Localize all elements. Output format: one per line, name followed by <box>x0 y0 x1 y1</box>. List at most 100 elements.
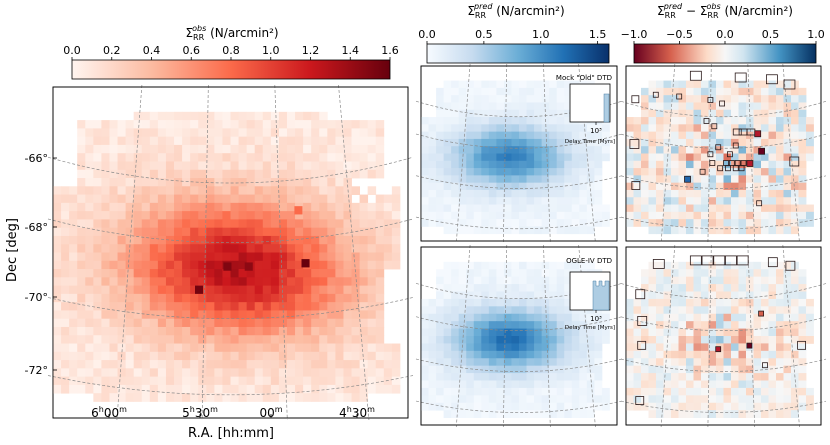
heatmap-cell <box>109 227 118 237</box>
heatmap-cell <box>93 376 102 386</box>
heatmap-cell <box>222 252 231 262</box>
heatmap-cell <box>109 235 118 245</box>
heatmap-cell <box>327 310 336 320</box>
heatmap-cell <box>488 182 497 191</box>
heatmap-cell <box>534 204 543 213</box>
heatmap-cell <box>776 350 784 359</box>
heatmap-cell <box>534 350 543 359</box>
heatmap-cell <box>458 109 467 118</box>
heatmap-cell <box>61 360 70 369</box>
heatmap-cell <box>109 343 118 353</box>
heatmap-cell <box>579 211 588 220</box>
heatmap-cell <box>222 244 231 253</box>
heatmap-cell <box>222 376 231 386</box>
heatmap-cell <box>671 306 679 315</box>
heatmap-cell <box>436 87 445 96</box>
heatmap-cell <box>303 293 312 303</box>
heatmap-cell <box>791 410 799 418</box>
heatmap-cell <box>466 298 475 307</box>
ra-grid-line <box>201 84 209 421</box>
heatmap-cell <box>157 376 167 386</box>
heatmap-cell <box>648 350 657 359</box>
heatmap-cell <box>556 269 565 278</box>
heatmap-cell <box>443 321 452 329</box>
heatmap-cell <box>367 244 377 253</box>
heatmap-cell <box>806 146 814 154</box>
heatmap-cell <box>534 410 543 418</box>
heatmap-cell <box>109 211 118 220</box>
heatmap-cell <box>270 153 280 162</box>
heatmap-cell <box>738 87 747 96</box>
heatmap-cell <box>458 138 467 147</box>
heatmap-cell <box>648 395 657 404</box>
dec-tick-label: -72° <box>25 364 48 377</box>
heatmap-cell <box>783 395 792 404</box>
heatmap-cell <box>375 360 385 369</box>
heatmap-cell <box>564 284 573 292</box>
heatmap-cell <box>295 120 304 129</box>
heatmap-cell <box>141 343 151 353</box>
heatmap-cell <box>174 120 183 129</box>
heatmap-cell <box>214 161 223 171</box>
heatmap-cell <box>738 269 747 278</box>
heatmap-cell <box>117 235 127 245</box>
heatmap-cell <box>391 384 401 394</box>
heatmap-cell <box>556 197 565 205</box>
heatmap-cell <box>716 402 724 411</box>
heatmap-cell <box>359 368 369 378</box>
heatmap-cell <box>125 343 135 353</box>
heatmap-cell <box>451 298 460 307</box>
heatmap-cell <box>488 87 497 96</box>
heatmap-cell <box>375 368 385 378</box>
heatmap-cell <box>351 202 360 212</box>
heatmap-cell <box>466 204 475 213</box>
heatmap-cell <box>746 269 754 278</box>
heatmap-cell <box>701 87 709 96</box>
heatmap-cell <box>791 358 799 367</box>
heatmap-cell <box>791 204 799 213</box>
heatmap-cell <box>496 95 505 103</box>
heatmap-cell <box>693 284 702 292</box>
heatmap-cell <box>254 318 264 328</box>
heatmap-cell <box>93 269 102 278</box>
heatmap-cell <box>738 321 747 329</box>
heatmap-cell <box>701 138 709 147</box>
heatmap-cell <box>53 219 62 229</box>
heatmap-cell <box>198 384 207 394</box>
outlier-box <box>736 255 749 266</box>
heatmap-cell <box>246 161 256 171</box>
heatmap-cell <box>383 351 393 361</box>
heatmap-cell <box>391 202 401 212</box>
heatmap-cell <box>311 260 320 270</box>
heatmap-cell <box>503 182 512 191</box>
heatmap-cell <box>174 260 183 270</box>
heatmap-cell <box>686 298 694 307</box>
heatmap-cell <box>458 350 467 359</box>
heatmap-cell <box>451 80 460 89</box>
heatmap-cell <box>526 109 535 118</box>
heatmap-cell <box>678 402 687 411</box>
heatmap-cell <box>481 204 490 213</box>
heatmap-cell <box>165 293 175 303</box>
heatmap-cell <box>141 335 151 344</box>
heatmap-cell <box>206 335 215 344</box>
heatmap-cell <box>656 291 664 300</box>
heatmap-cell <box>503 410 512 418</box>
heatmap-cell <box>375 351 385 361</box>
heatmap-cell <box>165 144 175 154</box>
heatmap-cell <box>157 343 167 353</box>
heatmap-cell <box>511 226 520 235</box>
heatmap-cell <box>53 302 62 311</box>
pred-ogle-heatmap-cells <box>421 261 610 418</box>
heatmap-cell <box>678 146 687 154</box>
heatmap-cell <box>61 186 70 195</box>
heatmap-cell <box>238 111 248 121</box>
heatmap-cell <box>262 211 272 220</box>
heatmap-cell <box>375 293 385 303</box>
heatmap-cell <box>776 261 784 270</box>
heatmap-cell <box>198 219 207 229</box>
heatmap-cell <box>149 260 159 270</box>
heatmap-cell <box>648 410 657 418</box>
heatmap-cell <box>458 153 467 162</box>
heatmap-cell <box>77 368 86 378</box>
